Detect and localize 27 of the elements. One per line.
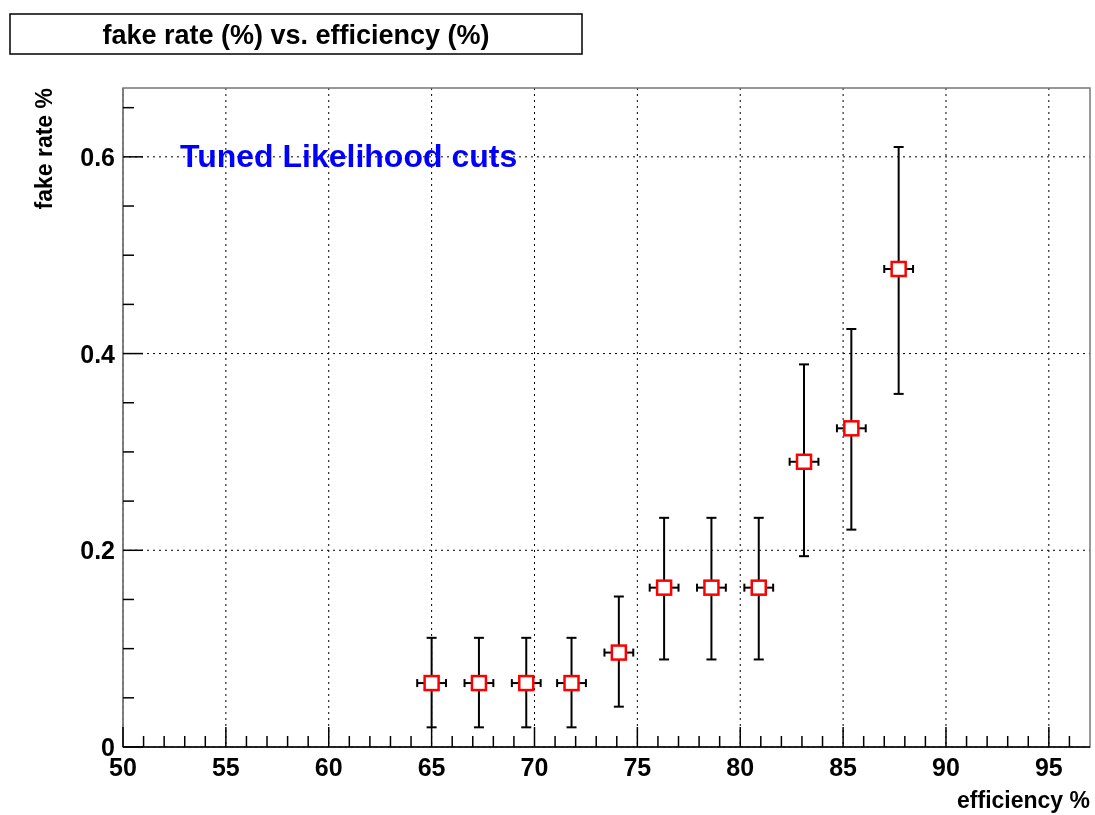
point — [518, 674, 535, 692]
point — [423, 674, 440, 692]
y-tick-label: 0.2 — [80, 536, 115, 565]
point — [703, 579, 720, 596]
annotation: Tuned Likelihood cuts — [180, 138, 518, 174]
point — [655, 579, 673, 596]
x-tick-label: 60 — [314, 753, 343, 781]
x-tick-label: 75 — [623, 753, 652, 781]
y-axis-title: fake rate % — [31, 88, 57, 210]
x-tick-label: 80 — [726, 753, 755, 781]
point — [470, 674, 488, 692]
x-axis-title: efficiency % — [957, 787, 1090, 813]
point — [890, 260, 907, 278]
x-tick-label: 70 — [520, 753, 549, 781]
chart-title: fake rate (%) vs. efficiency (%) — [102, 20, 490, 50]
point — [610, 644, 628, 661]
x-tick-label: 85 — [829, 753, 858, 781]
x-tick-label: 90 — [932, 753, 960, 781]
y-tick-label: 0.6 — [80, 142, 115, 171]
point — [843, 420, 860, 437]
x-tick-label: 65 — [417, 753, 446, 781]
x-tick-label: 55 — [211, 753, 240, 781]
point — [795, 453, 813, 471]
x-tick-label: 95 — [1034, 753, 1063, 781]
point — [750, 579, 767, 596]
point — [563, 674, 580, 692]
y-tick-label: 0.4 — [80, 339, 116, 368]
